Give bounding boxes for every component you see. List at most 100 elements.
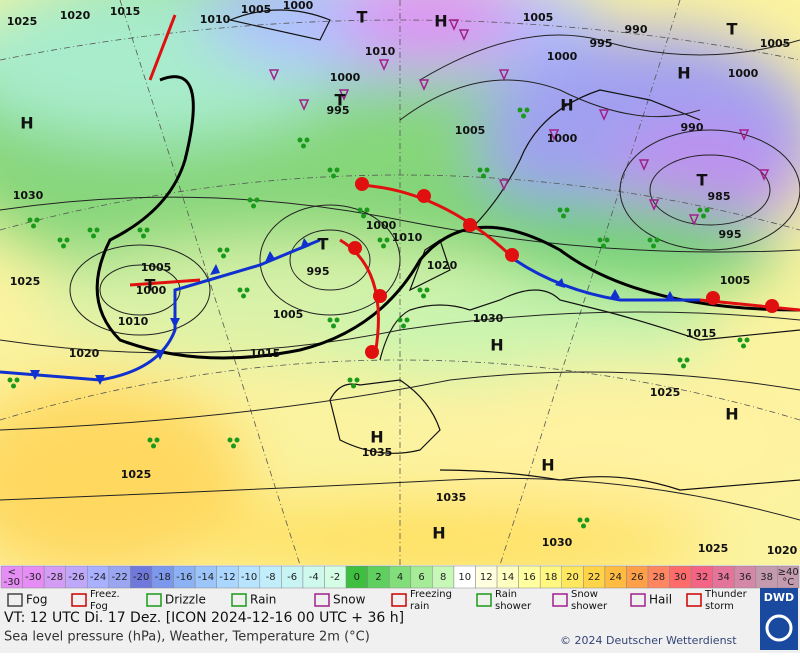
- rain-symbol: [581, 523, 586, 529]
- isobar-label: 1020: [427, 259, 458, 272]
- scale-label: 8: [440, 572, 446, 583]
- isobar-label: 990: [681, 121, 704, 134]
- scale-label: -10: [241, 572, 257, 583]
- copyright: © 2024 Deutscher Wetterdienst: [560, 634, 737, 647]
- rain-symbol: [584, 517, 590, 523]
- scale-label: -30: [25, 572, 41, 583]
- isobar-label: 1000: [547, 50, 578, 63]
- pressure-center: H: [434, 12, 447, 31]
- isobars: [0, 34, 800, 521]
- rain-symbol: [247, 197, 253, 203]
- rain-symbol: [651, 243, 656, 249]
- rain-symbol: [357, 207, 363, 213]
- rain-symbol: [364, 207, 370, 213]
- isobar-label: 1015: [250, 347, 281, 360]
- rain-symbol: [737, 337, 743, 343]
- scale-label: 2: [375, 572, 381, 583]
- isobar-label: 1025: [698, 542, 729, 555]
- cold-front: [0, 238, 321, 382]
- isobar-label: 995: [590, 37, 613, 50]
- rain-symbol: [557, 207, 563, 213]
- scale-label: -12: [219, 572, 235, 583]
- rain-symbol: [14, 377, 20, 383]
- graticule: [0, 0, 800, 565]
- rain-symbol: [377, 237, 383, 243]
- rain-symbol: [301, 143, 306, 149]
- scale-high-label: ≥40: [778, 567, 799, 578]
- rain-symbol: [684, 357, 690, 363]
- snow-shower-symbol: [638, 159, 650, 171]
- pressure-center: T: [357, 8, 368, 27]
- isobar-label: 990: [625, 23, 648, 36]
- legend-icon: [552, 593, 568, 607]
- isobar-label: 995: [327, 104, 350, 117]
- snow-shower-symbol: [458, 29, 470, 41]
- pressure-center: T: [335, 91, 346, 110]
- rain-symbol: [7, 377, 13, 383]
- pressure-center: H: [560, 96, 573, 115]
- warm-front: [129, 14, 800, 356]
- rain-symbol: [94, 227, 100, 233]
- snow-shower-symbol: [418, 79, 430, 91]
- isobar-label: 1025: [650, 386, 681, 399]
- rain-symbol: [597, 237, 603, 243]
- rain-symbol: [417, 287, 423, 293]
- scale-label: 10: [458, 572, 471, 583]
- rain-symbol: [327, 167, 333, 173]
- scale-low-label: -30: [4, 577, 20, 588]
- rain-symbol: [704, 207, 710, 213]
- pressure-center: T: [697, 171, 708, 190]
- rain-symbol: [517, 107, 523, 113]
- snow-shower-symbol: [448, 19, 460, 31]
- valid-time: VT: 12 UTC Di. 17 Dez. [ICON 2024-12-16 …: [4, 610, 404, 626]
- pressure-center: T: [727, 20, 738, 39]
- isobar-label: 1025: [7, 15, 38, 28]
- rain-symbol: [251, 203, 256, 209]
- isobar-label: 1005: [141, 261, 172, 274]
- legend-icon: [231, 593, 247, 607]
- front-symbols: [348, 177, 779, 359]
- rain-symbol: [241, 293, 246, 299]
- legend-icon: [71, 593, 87, 607]
- rain-symbol: [397, 317, 403, 323]
- rain-symbol: [521, 113, 526, 119]
- legend-icon: [314, 593, 330, 607]
- scale-label: 28: [652, 572, 665, 583]
- rain-symbol: [524, 107, 530, 113]
- rain-symbol: [484, 167, 490, 173]
- scale-label: 18: [545, 572, 558, 583]
- scale-high-label: °C: [782, 577, 794, 588]
- scale-label: 4: [397, 572, 403, 583]
- rain-symbol: [141, 233, 146, 239]
- isobar-label: 1005: [273, 308, 304, 321]
- rain-symbol: [221, 253, 226, 259]
- logo-swirl: [765, 614, 793, 642]
- pressure-center: H: [541, 456, 554, 475]
- temperature-scale: <-30 -30 -28 -26 -24 -22 -20 -18 -16 -14 -12 -10 -8-…: [0, 565, 800, 589]
- pressure-center: T: [145, 276, 156, 295]
- rain-symbol: [147, 437, 153, 443]
- rain-symbol: [384, 237, 390, 243]
- isobar-label: 1035: [436, 491, 467, 504]
- snow-shower-symbol: [338, 89, 350, 101]
- rain-symbol: [231, 443, 236, 449]
- isobar-label: 1010: [200, 13, 231, 26]
- legend-label: Drizzle: [165, 593, 206, 607]
- isobar-label: 1020: [69, 347, 100, 360]
- isobar-label: 1000: [728, 67, 759, 80]
- rain-symbol: [481, 173, 486, 179]
- logo-text: DWD: [764, 591, 794, 604]
- snow-shower-symbol: [268, 69, 280, 81]
- cold-front: [514, 258, 700, 302]
- scale-label: 6: [418, 572, 424, 583]
- rain-symbol: [31, 223, 36, 229]
- scale-low-label: <: [8, 567, 16, 578]
- scale-label: 12: [480, 572, 493, 583]
- pressure-center: T: [318, 235, 329, 254]
- rain-symbol: [351, 383, 356, 389]
- rain-symbol: [647, 237, 653, 243]
- isobar-label: 1000: [136, 284, 167, 297]
- isobar-label: 995: [307, 265, 330, 278]
- rain-symbol: [151, 443, 156, 449]
